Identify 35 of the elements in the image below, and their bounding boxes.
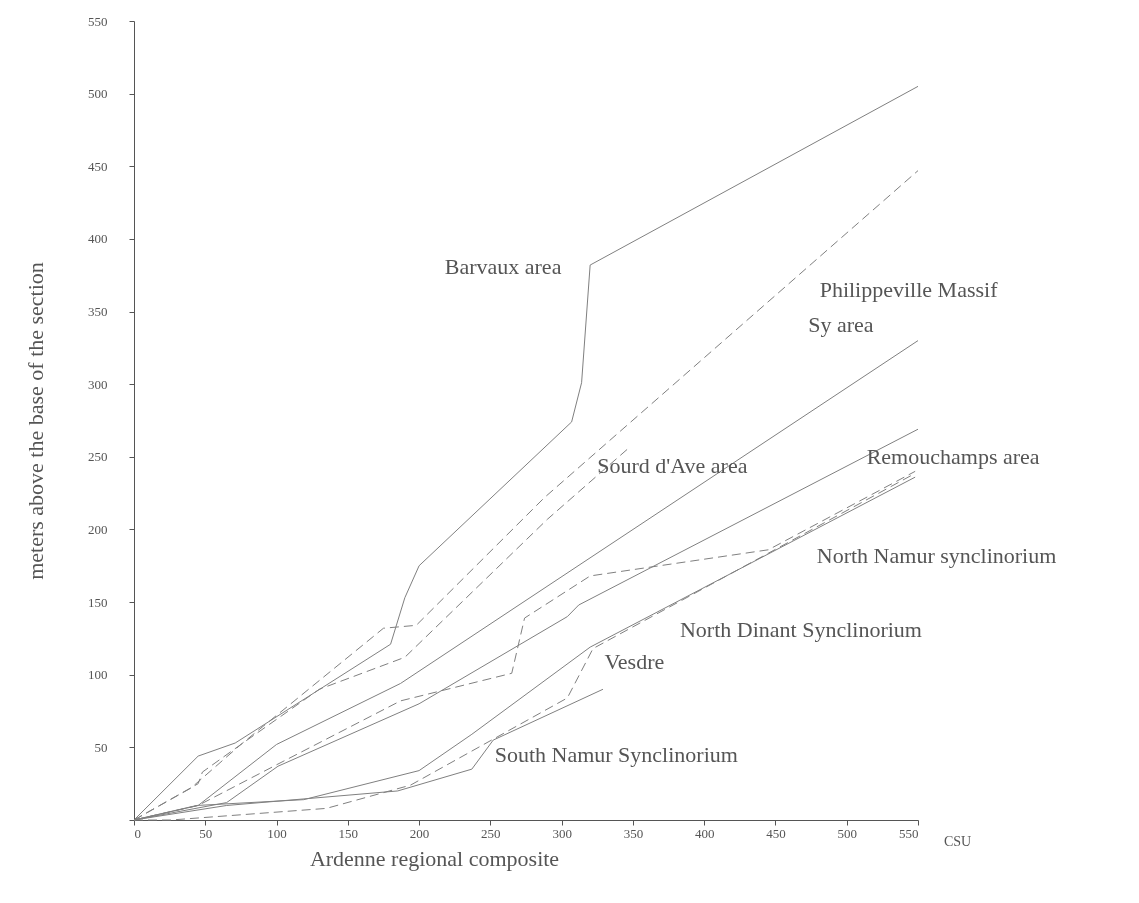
y-tick-label: 100 xyxy=(88,667,108,683)
series-label: Philippeville Massif xyxy=(819,276,999,302)
x-tick-label: 300 xyxy=(552,825,572,841)
series-label: Sourd d'Ave area xyxy=(597,452,748,478)
series-label: Vesdre xyxy=(604,648,665,674)
y-axis-title: meters above the base of the section xyxy=(23,262,48,580)
x-tick-label: 0 xyxy=(134,825,141,841)
y-tick-label: 150 xyxy=(88,594,108,610)
x-tick-label: 450 xyxy=(766,825,786,841)
x-tick-label: 100 xyxy=(267,825,287,841)
x-tick-label: 250 xyxy=(481,825,501,841)
series-label: North Dinant Synclinorium xyxy=(679,616,922,642)
x-tick-label: 150 xyxy=(338,825,359,841)
x-tick-label: 50 xyxy=(199,825,213,841)
y-tick-label: 200 xyxy=(88,521,108,537)
x-tick-label: 350 xyxy=(623,825,644,841)
x-tick-label: 200 xyxy=(409,825,430,841)
series-label: South Namur Synclinorium xyxy=(494,741,738,767)
x-axis-title: Ardenne regional composite xyxy=(309,845,560,871)
y-tick-label: 50 xyxy=(94,739,108,755)
series-label: Barvaux area xyxy=(444,253,562,279)
text: CSU xyxy=(944,834,972,849)
x-tick-label: 400 xyxy=(694,825,715,841)
y-tick-label: 250 xyxy=(88,449,108,465)
series-label: Remouchamps area xyxy=(866,443,1040,469)
y-tick-label: 350 xyxy=(88,304,108,320)
y-tick-label: 550 xyxy=(88,13,108,29)
y-tick-label: 400 xyxy=(88,231,108,247)
y-tick-label: 450 xyxy=(88,158,108,174)
series-label: Sy area xyxy=(808,311,874,337)
y-tick-label: 300 xyxy=(88,376,108,392)
x-tick-label: 550 xyxy=(899,825,919,841)
x-tick-label: 500 xyxy=(837,825,857,841)
y-tick-label: 500 xyxy=(88,86,108,102)
series-label: North Namur synclinorium xyxy=(816,542,1057,568)
